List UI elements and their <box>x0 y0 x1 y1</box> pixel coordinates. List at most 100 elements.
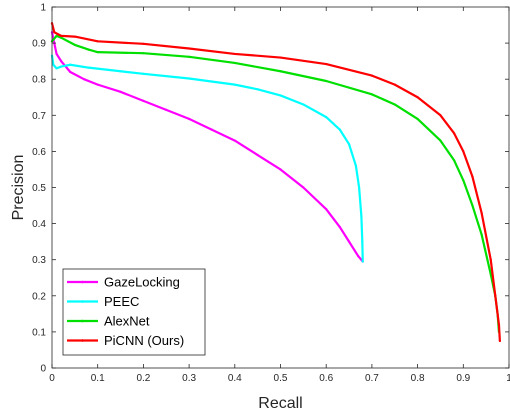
data-point <box>360 215 363 218</box>
data-point <box>370 74 373 77</box>
data-point <box>462 150 465 153</box>
data-point <box>480 211 483 214</box>
data-point <box>233 52 236 56</box>
data-point <box>497 323 501 326</box>
data-point <box>69 70 72 74</box>
data-point <box>142 72 145 75</box>
x-tick-label: 0.6 <box>319 373 333 384</box>
data-point <box>119 90 122 93</box>
data-point <box>370 93 373 96</box>
data-point <box>439 114 442 117</box>
data-point <box>188 47 191 50</box>
data-point <box>416 96 419 99</box>
data-point <box>119 70 122 73</box>
data-point <box>279 70 282 73</box>
data-point <box>462 179 465 182</box>
x-tick-label: 0 <box>49 373 55 384</box>
y-axis-label: Precision <box>10 155 27 221</box>
x-tick-label: 0.2 <box>136 373 150 384</box>
legend-label-2: AlexNet <box>104 314 150 329</box>
y-tick-label: 0.6 <box>32 147 46 158</box>
data-point <box>498 339 501 343</box>
y-tick-label: 0.8 <box>32 75 46 86</box>
data-point <box>279 56 282 59</box>
x-tick-label: 0.5 <box>274 373 288 384</box>
legend-label-1: PEEC <box>104 294 139 309</box>
data-point <box>357 254 360 258</box>
data-point <box>325 62 328 66</box>
data-point <box>279 168 282 171</box>
data-point <box>87 66 90 69</box>
data-point <box>354 164 358 167</box>
data-point <box>96 40 99 43</box>
y-tick-label: 0.9 <box>32 39 46 50</box>
data-point <box>279 94 282 97</box>
data-point <box>55 67 58 70</box>
ticks-layer: 0 0.1 0.2 0.3 0.4 0.5 0.6 0.7 0.8 0.9 1 0 0.1 0.2 0.3 0… <box>32 3 510 385</box>
data-point <box>55 52 58 56</box>
legend-marker-1 <box>81 300 84 303</box>
data-point <box>302 186 305 189</box>
y-tick-label: 0 <box>40 364 46 375</box>
data-point <box>60 65 63 68</box>
data-point <box>453 132 456 135</box>
y-tick-label: 0.3 <box>32 255 46 266</box>
legend-marker-0 <box>81 280 84 284</box>
data-point <box>489 258 492 261</box>
x-tick-label: 1 <box>506 373 510 384</box>
data-point <box>302 103 305 106</box>
data-point <box>142 99 145 102</box>
data-point <box>188 117 191 121</box>
data-point <box>338 128 342 131</box>
data-point <box>52 63 55 66</box>
legend-label-3: PiCNN (Ours) <box>104 333 184 348</box>
y-tick-label: 1 <box>40 3 46 14</box>
data-point <box>60 34 63 37</box>
y-tick-label: 0.1 <box>32 327 46 338</box>
data-point <box>55 34 58 37</box>
x-tick-label: 0.4 <box>228 373 242 384</box>
data-point <box>87 48 90 51</box>
data-point <box>210 128 214 131</box>
data-point <box>439 139 442 142</box>
data-point <box>165 108 168 111</box>
data-point <box>73 43 76 47</box>
data-point <box>347 240 351 243</box>
x-axis-label: Recall <box>258 395 302 412</box>
data-point <box>393 83 396 86</box>
data-point <box>82 78 86 81</box>
data-point <box>233 139 236 142</box>
data-point <box>188 77 191 80</box>
data-point <box>96 51 99 54</box>
data-point <box>393 103 396 106</box>
data-point <box>325 208 328 211</box>
data-point <box>188 55 191 58</box>
data-point <box>416 117 419 121</box>
data-point <box>453 159 456 162</box>
data-point <box>361 240 364 243</box>
data-point <box>361 260 364 263</box>
data-point <box>347 143 351 146</box>
data-point <box>53 31 56 34</box>
data-point <box>256 153 259 157</box>
x-tick-label: 0.3 <box>182 373 196 384</box>
legend-label-0: GazeLocking <box>104 275 180 290</box>
data-point <box>73 35 76 38</box>
data-point <box>233 83 236 86</box>
data-point <box>142 42 145 45</box>
data-point <box>358 186 361 189</box>
series-line-3 <box>50 22 501 343</box>
data-point <box>480 233 483 236</box>
data-point <box>69 63 72 66</box>
data-point <box>96 83 99 86</box>
legend: GazeLocking PEEC AlexNet PiCNN (Ours) <box>62 268 206 356</box>
data-point <box>60 36 63 39</box>
data-point <box>489 273 492 276</box>
x-tick-label: 0.9 <box>456 373 470 384</box>
data-point <box>338 226 342 229</box>
y-tick-label: 0.5 <box>32 183 46 194</box>
data-point <box>325 116 328 119</box>
data-point <box>325 79 328 83</box>
data-point <box>256 88 259 91</box>
